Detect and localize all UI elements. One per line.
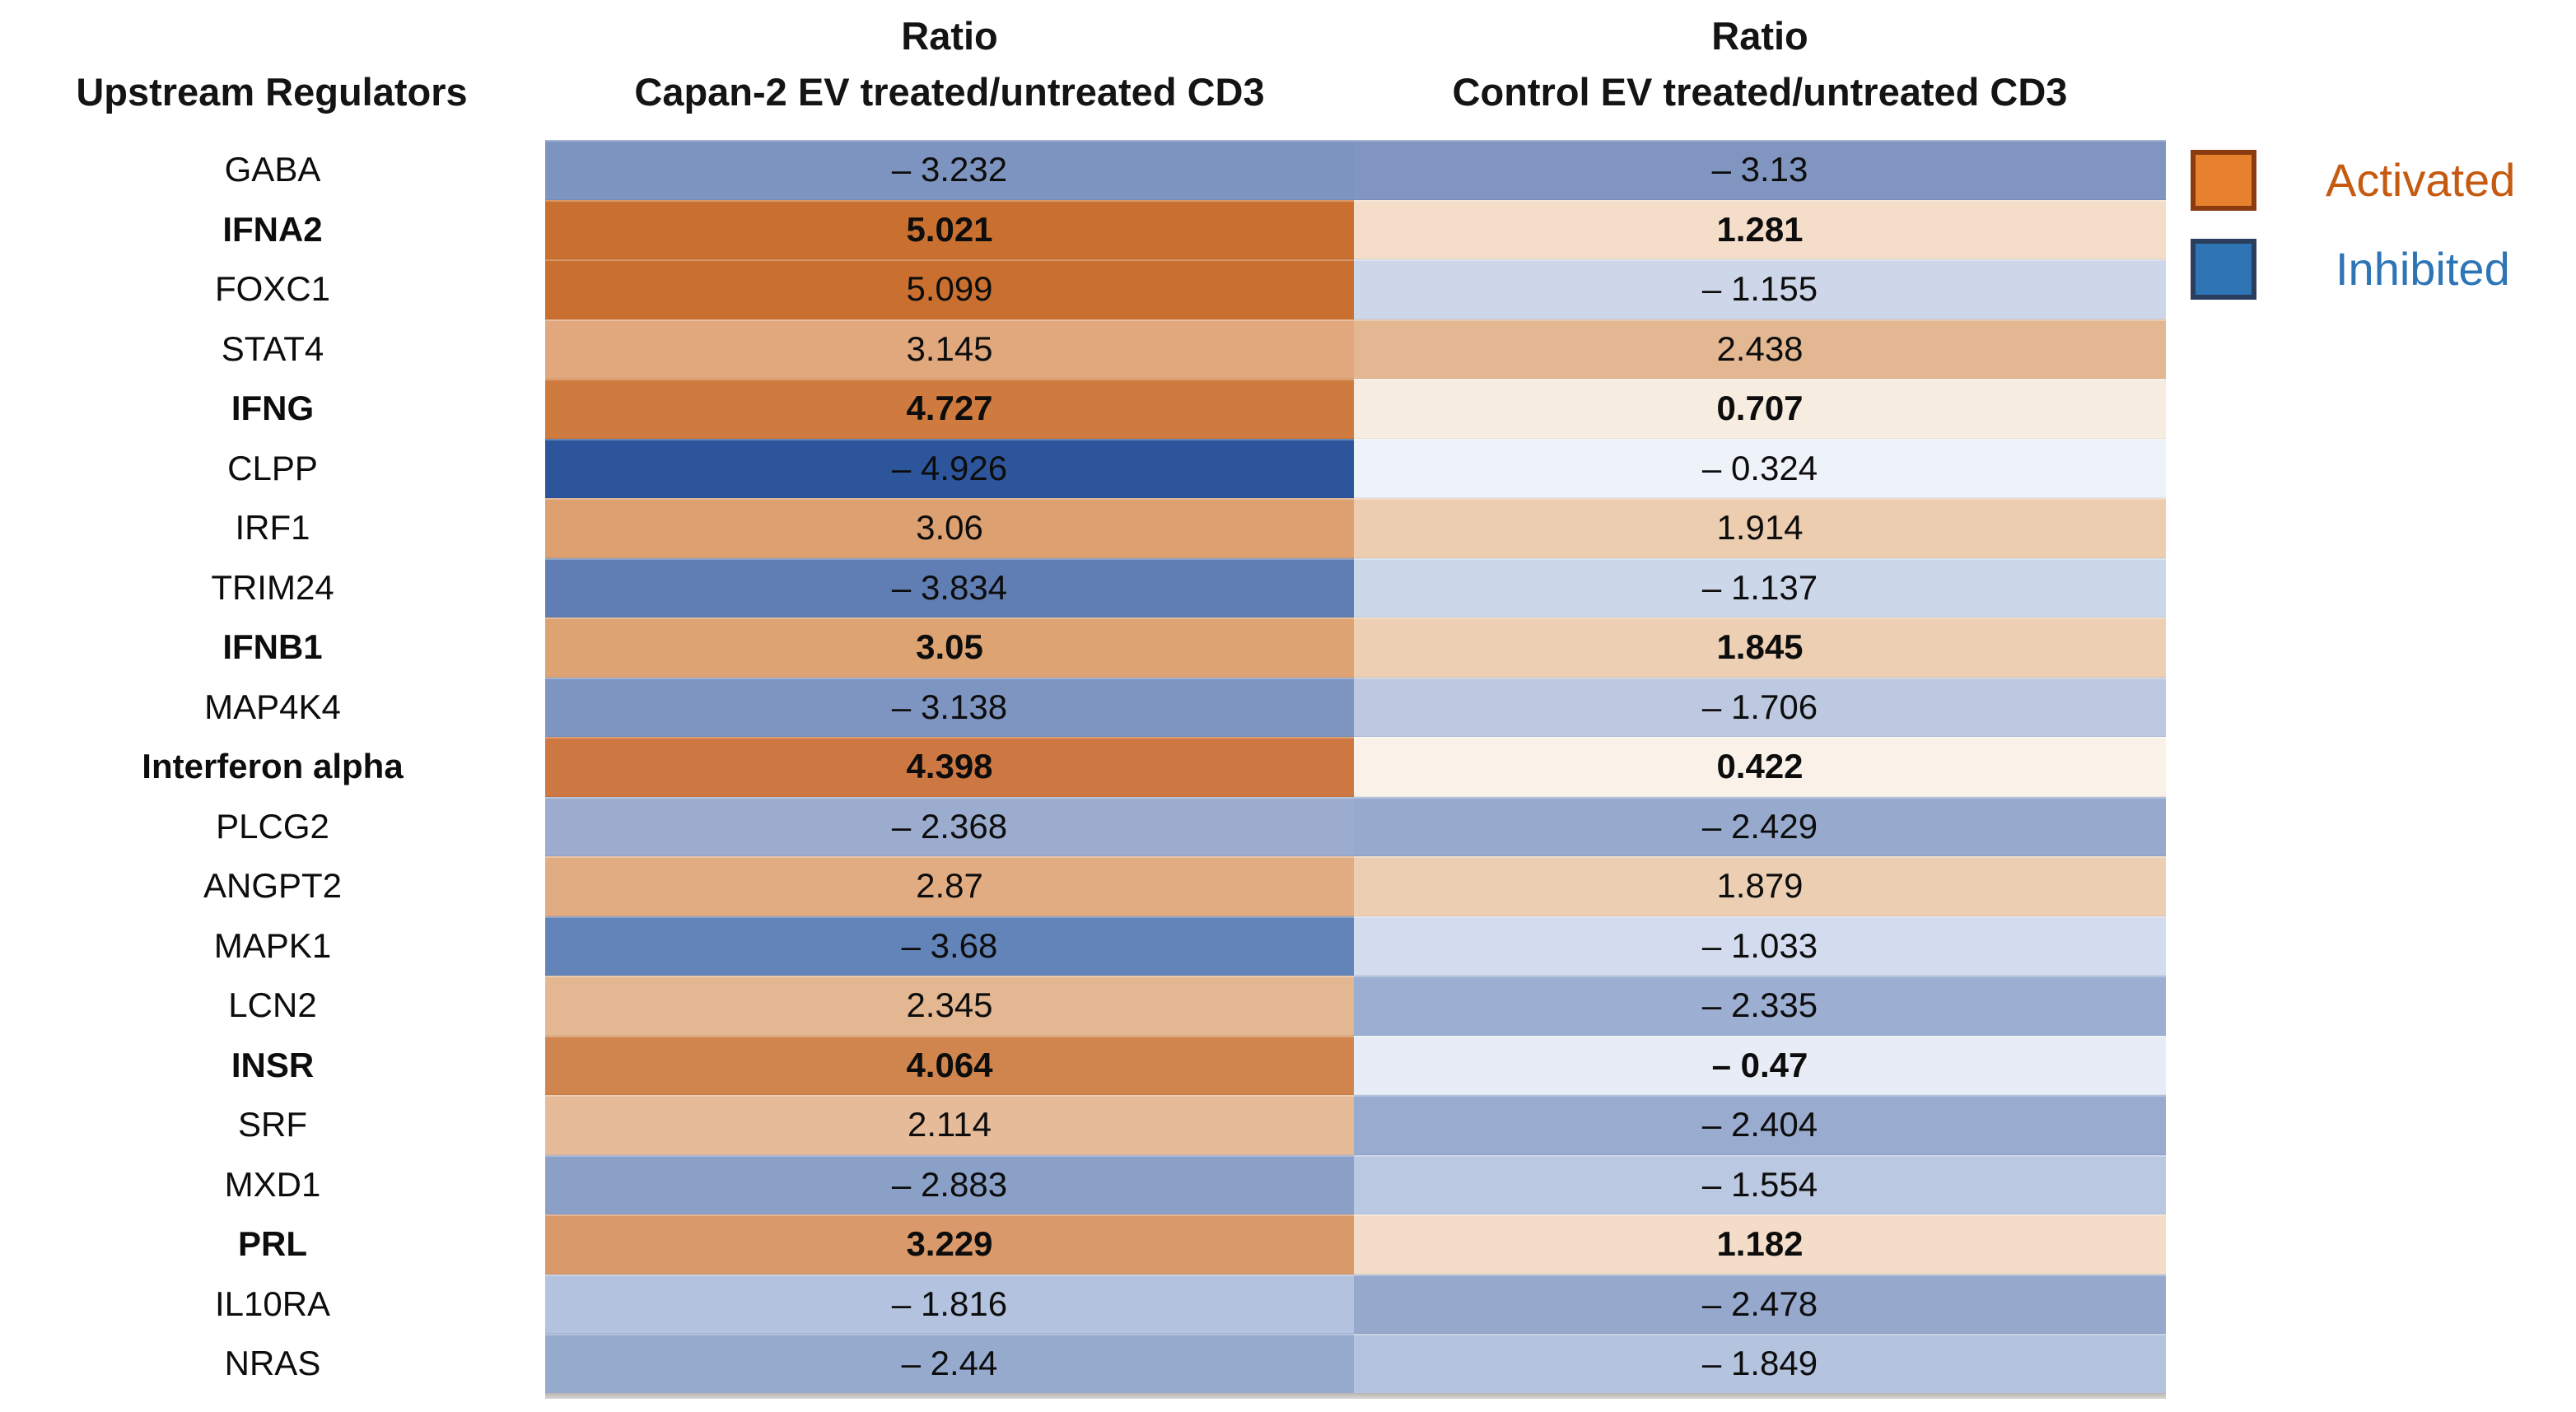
regulator-label: GABA	[0, 140, 545, 200]
column-header-capan2-ratio: Ratio	[901, 14, 998, 58]
control-ratio-cell: 1.914	[1354, 498, 2166, 558]
control-ratio-cell: 0.707	[1354, 379, 2166, 439]
table-row: PRL 3.229 1.182	[0, 1214, 2166, 1275]
capan2-ratio-cell: – 2.368	[545, 796, 1354, 856]
capan2-ratio-cell: 2.345	[545, 976, 1354, 1036]
row-header: Upstream Regulators	[76, 70, 468, 114]
regulator-label: Interferon alpha	[0, 737, 545, 797]
regulator-label: LCN2	[0, 976, 545, 1036]
column-header-capan2: Capan-2 EV treated/untreated CD3	[634, 70, 1265, 114]
table-row: MXD1– 2.883– 1.554	[0, 1154, 2166, 1214]
legend-label: Inhibited	[2336, 243, 2510, 295]
control-ratio-cell: – 3.13	[1354, 140, 2166, 200]
table-row: MAP4K4– 3.138– 1.706	[0, 677, 2166, 737]
capan2-ratio-cell: 5.099	[545, 259, 1354, 319]
heatmap-body: GABA – 3.232– 3.13 IFNA2 5.021 1.281 FOXC1 5.0…	[0, 140, 2166, 1394]
table-row: NRAS – 2.44– 1.849	[0, 1334, 2166, 1394]
regulator-label: NRAS	[0, 1334, 545, 1394]
control-ratio-cell: – 1.706	[1354, 677, 2166, 737]
capan2-ratio-cell: 3.229	[545, 1214, 1354, 1275]
regulator-label: ANGPT2	[0, 856, 545, 916]
capan2-ratio-cell: – 4.926	[545, 438, 1354, 498]
control-ratio-cell: – 1.137	[1354, 557, 2166, 617]
activated-color-swatch	[2191, 150, 2256, 211]
control-ratio-cell: – 2.429	[1354, 796, 2166, 856]
table-row: INSR 4.064– 0.47	[0, 1035, 2166, 1095]
capan2-ratio-cell: 4.064	[545, 1035, 1354, 1095]
regulator-label: STAT4	[0, 319, 545, 379]
control-ratio-cell: 1.281	[1354, 199, 2166, 259]
capan2-ratio-cell: 3.06	[545, 498, 1354, 558]
regulator-label: TRIM24	[0, 557, 545, 617]
table-row: IRF1 3.06 1.914	[0, 498, 2166, 558]
capan2-ratio-cell: – 3.232	[545, 140, 1354, 200]
table-row: GABA – 3.232– 3.13	[0, 140, 2166, 200]
legend-label: Activated	[2326, 154, 2516, 206]
regulator-label: PLCG2	[0, 796, 545, 856]
regulator-label: IFNA2	[0, 199, 545, 259]
regulator-label: IL10RA	[0, 1274, 545, 1334]
table-row: LCN2 2.345– 2.335	[0, 976, 2166, 1036]
control-ratio-cell: 1.845	[1354, 617, 2166, 678]
capan2-ratio-cell: – 2.883	[545, 1154, 1354, 1214]
regulator-label: IRF1	[0, 498, 545, 558]
table-row: PLCG2– 2.368– 2.429	[0, 796, 2166, 856]
control-ratio-cell: 0.422	[1354, 737, 2166, 797]
regulator-label: MXD1	[0, 1154, 545, 1214]
control-ratio-cell: – 1.849	[1354, 1334, 2166, 1394]
table-row: SRF 2.114– 2.404	[0, 1095, 2166, 1155]
capan2-ratio-cell: 3.145	[545, 319, 1354, 379]
heatmap-table: GABA – 3.232– 3.13 IFNA2 5.021 1.281 FOXC1 5.0…	[0, 140, 2166, 1394]
control-ratio-cell: – 2.478	[1354, 1274, 2166, 1334]
control-ratio-cell: – 2.404	[1354, 1095, 2166, 1155]
table-row: MAPK1– 3.68– 1.033	[0, 916, 2166, 976]
control-ratio-cell: 1.879	[1354, 856, 2166, 916]
control-ratio-cell: – 0.324	[1354, 438, 2166, 498]
capan2-ratio-cell: 2.114	[545, 1095, 1354, 1155]
table-row: IL10RA – 1.816– 2.478	[0, 1274, 2166, 1334]
control-ratio-cell: – 1.155	[1354, 259, 2166, 319]
control-ratio-cell: – 2.335	[1354, 976, 2166, 1036]
regulator-label: IFNB1	[0, 617, 545, 678]
control-ratio-cell: – 1.033	[1354, 916, 2166, 976]
regulator-label: FOXC1	[0, 259, 545, 319]
control-ratio-cell: – 1.554	[1354, 1154, 2166, 1214]
legend-item-activated: Activated	[2191, 150, 2515, 211]
regulator-label: IFNG	[0, 379, 545, 439]
table-row: STAT4 3.145 2.438	[0, 319, 2166, 379]
capan2-ratio-cell: 4.398	[545, 737, 1354, 797]
legend-item-inhibited: Inhibited	[2191, 239, 2510, 300]
regulator-label: SRF	[0, 1095, 545, 1155]
table-row: IFNA2 5.021 1.281	[0, 199, 2166, 259]
table-row: IFNB1 3.05 1.845	[0, 617, 2166, 678]
inhibited-color-swatch	[2191, 239, 2256, 300]
column-header-control: Control EV treated/untreated CD3	[1452, 70, 2068, 114]
table-row: ANGPT2 2.87 1.879	[0, 856, 2166, 916]
capan2-ratio-cell: – 1.816	[545, 1274, 1354, 1334]
control-ratio-cell: – 0.47	[1354, 1035, 2166, 1095]
regulator-label: MAP4K4	[0, 677, 545, 737]
capan2-ratio-cell: – 3.834	[545, 557, 1354, 617]
control-ratio-cell: 1.182	[1354, 1214, 2166, 1275]
regulator-label: MAPK1	[0, 916, 545, 976]
regulator-label: PRL	[0, 1214, 545, 1275]
capan2-ratio-cell: – 3.68	[545, 916, 1354, 976]
capan2-ratio-cell: – 3.138	[545, 677, 1354, 737]
table-row: IFNG 4.727 0.707	[0, 379, 2166, 439]
capan2-ratio-cell: – 2.44	[545, 1334, 1354, 1394]
capan2-ratio-cell: 5.021	[545, 199, 1354, 259]
table-row: CLPP – 4.926– 0.324	[0, 438, 2166, 498]
table-row: Interferon alpha 4.398 0.422	[0, 737, 2166, 797]
capan2-ratio-cell: 3.05	[545, 617, 1354, 678]
table-bottom-edge	[545, 1393, 2166, 1399]
column-header-control-ratio: Ratio	[1711, 14, 1808, 58]
control-ratio-cell: 2.438	[1354, 319, 2166, 379]
regulator-label: CLPP	[0, 438, 545, 498]
capan2-ratio-cell: 4.727	[545, 379, 1354, 439]
table-row: TRIM24– 3.834– 1.137	[0, 557, 2166, 617]
table-row: FOXC1 5.099– 1.155	[0, 259, 2166, 319]
regulator-label: INSR	[0, 1035, 545, 1095]
capan2-ratio-cell: 2.87	[545, 856, 1354, 916]
